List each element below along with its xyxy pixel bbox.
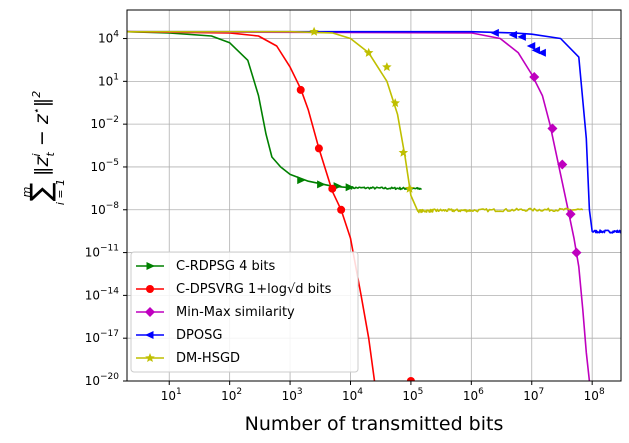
legend: C-RDPSG 4 bits C-DPSVRG 1+log√d bits Min-M… <box>130 251 359 373</box>
data-point-c-rdpsg-4-bits <box>345 183 355 192</box>
y-tick-label: 10−2 <box>90 115 119 131</box>
y-axis: 104 101 10−2 10−5 10−8 10−11 10−14 10−17 10−20 <box>85 30 127 388</box>
y-axis-label-sum: ∑ <box>24 182 57 201</box>
markers-layer <box>296 26 582 381</box>
data-point-dposg <box>531 46 541 55</box>
legend-frame <box>130 251 359 373</box>
y-tick-label: 10−11 <box>85 244 119 260</box>
y-tick-label: 101 <box>98 72 119 88</box>
data-point-min-max-similarity <box>565 209 576 220</box>
data-point-dposg <box>508 30 518 39</box>
x-tick-label: 107 <box>523 387 544 403</box>
data-point-dposg <box>526 41 536 50</box>
data-point-c-rdpsg-4-bits <box>317 180 326 189</box>
legend-marker-c-rdpsg-4-bits <box>146 262 155 270</box>
legend-label-dposg: DPOSG <box>176 328 222 343</box>
legend-marker-c-dpsvrg-1-log-d-bits <box>146 285 154 293</box>
series-line-c-rdpsg-4-bits <box>127 30 422 191</box>
series-line-min-max-similarity <box>127 30 591 381</box>
y-tick-label: 10−20 <box>85 372 120 388</box>
legend-marker-dposg <box>145 331 154 339</box>
data-point-c-dpsvrg-1-log-d-bits <box>406 377 415 381</box>
legend-label-c-rdpsg-4-bits: C-RDPSG 4 bits <box>176 259 275 274</box>
x-tick-label: 106 <box>463 387 484 403</box>
data-point-dposg <box>517 32 526 41</box>
y-axis-label-lower: i = 1 <box>54 179 67 205</box>
y-axis-label-upper: m <box>20 187 33 198</box>
data-point-dm-hsgd <box>382 62 392 72</box>
x-tick-label: 102 <box>221 387 242 403</box>
legend-label-c-dpsvrg-1-log-d-bits: C-DPSVRG 1+log√d bits <box>176 282 332 297</box>
data-point-dm-hsgd <box>404 183 415 193</box>
data-point-dm-hsgd <box>398 147 409 157</box>
y-axis-label-body: ‖zit − z⋆‖2 <box>30 91 57 176</box>
x-axis: 101 102 103 104 105 106 107 108 <box>161 381 605 403</box>
data-point-dm-hsgd <box>309 26 319 36</box>
data-point-dm-hsgd <box>363 47 374 57</box>
series-line-dposg <box>127 30 621 234</box>
data-point-c-dpsvrg-1-log-d-bits <box>337 205 346 214</box>
y-tick-label: 10−17 <box>85 329 119 345</box>
y-tick-label: 10−8 <box>90 201 119 217</box>
data-point-c-rdpsg-4-bits <box>297 176 306 185</box>
data-point-c-dpsvrg-1-log-d-bits <box>296 85 305 94</box>
series-layer <box>127 30 621 381</box>
x-tick-label: 104 <box>342 387 363 403</box>
data-point-c-dpsvrg-1-log-d-bits <box>314 144 323 153</box>
x-tick-label: 103 <box>282 387 303 403</box>
x-tick-label: 105 <box>402 387 423 403</box>
data-point-min-max-similarity <box>557 159 568 170</box>
data-point-c-dpsvrg-1-log-d-bits <box>328 184 337 193</box>
data-point-min-max-similarity <box>571 247 582 258</box>
y-tick-label: 104 <box>98 30 119 46</box>
x-axis-label: Number of transmitted bits <box>245 413 504 435</box>
series-line-dm-hsgd <box>127 30 584 214</box>
legend-label-min-max-similarity: Min-Max similarity <box>176 305 295 320</box>
y-tick-label: 10−14 <box>85 286 120 302</box>
data-point-dm-hsgd <box>390 98 400 108</box>
data-point-dposg <box>537 48 546 57</box>
legend-marker-min-max-similarity <box>145 307 155 317</box>
data-point-min-max-similarity <box>529 72 540 83</box>
legend-marker-dm-hsgd <box>145 353 155 362</box>
y-axis-label: ∑ m i = 1 ‖zit − z⋆‖2 <box>20 91 67 205</box>
y-tick-label: 10−5 <box>90 158 119 174</box>
data-point-dposg <box>490 28 499 37</box>
x-tick-label: 101 <box>161 387 182 403</box>
legend-label-dm-hsgd: DM-HSGD <box>176 351 240 366</box>
series-line-c-dpsvrg-1-log-d-bits <box>127 30 376 381</box>
data-point-min-max-similarity <box>547 123 558 134</box>
x-tick-label: 108 <box>584 387 605 403</box>
plot-frame <box>126 9 622 382</box>
